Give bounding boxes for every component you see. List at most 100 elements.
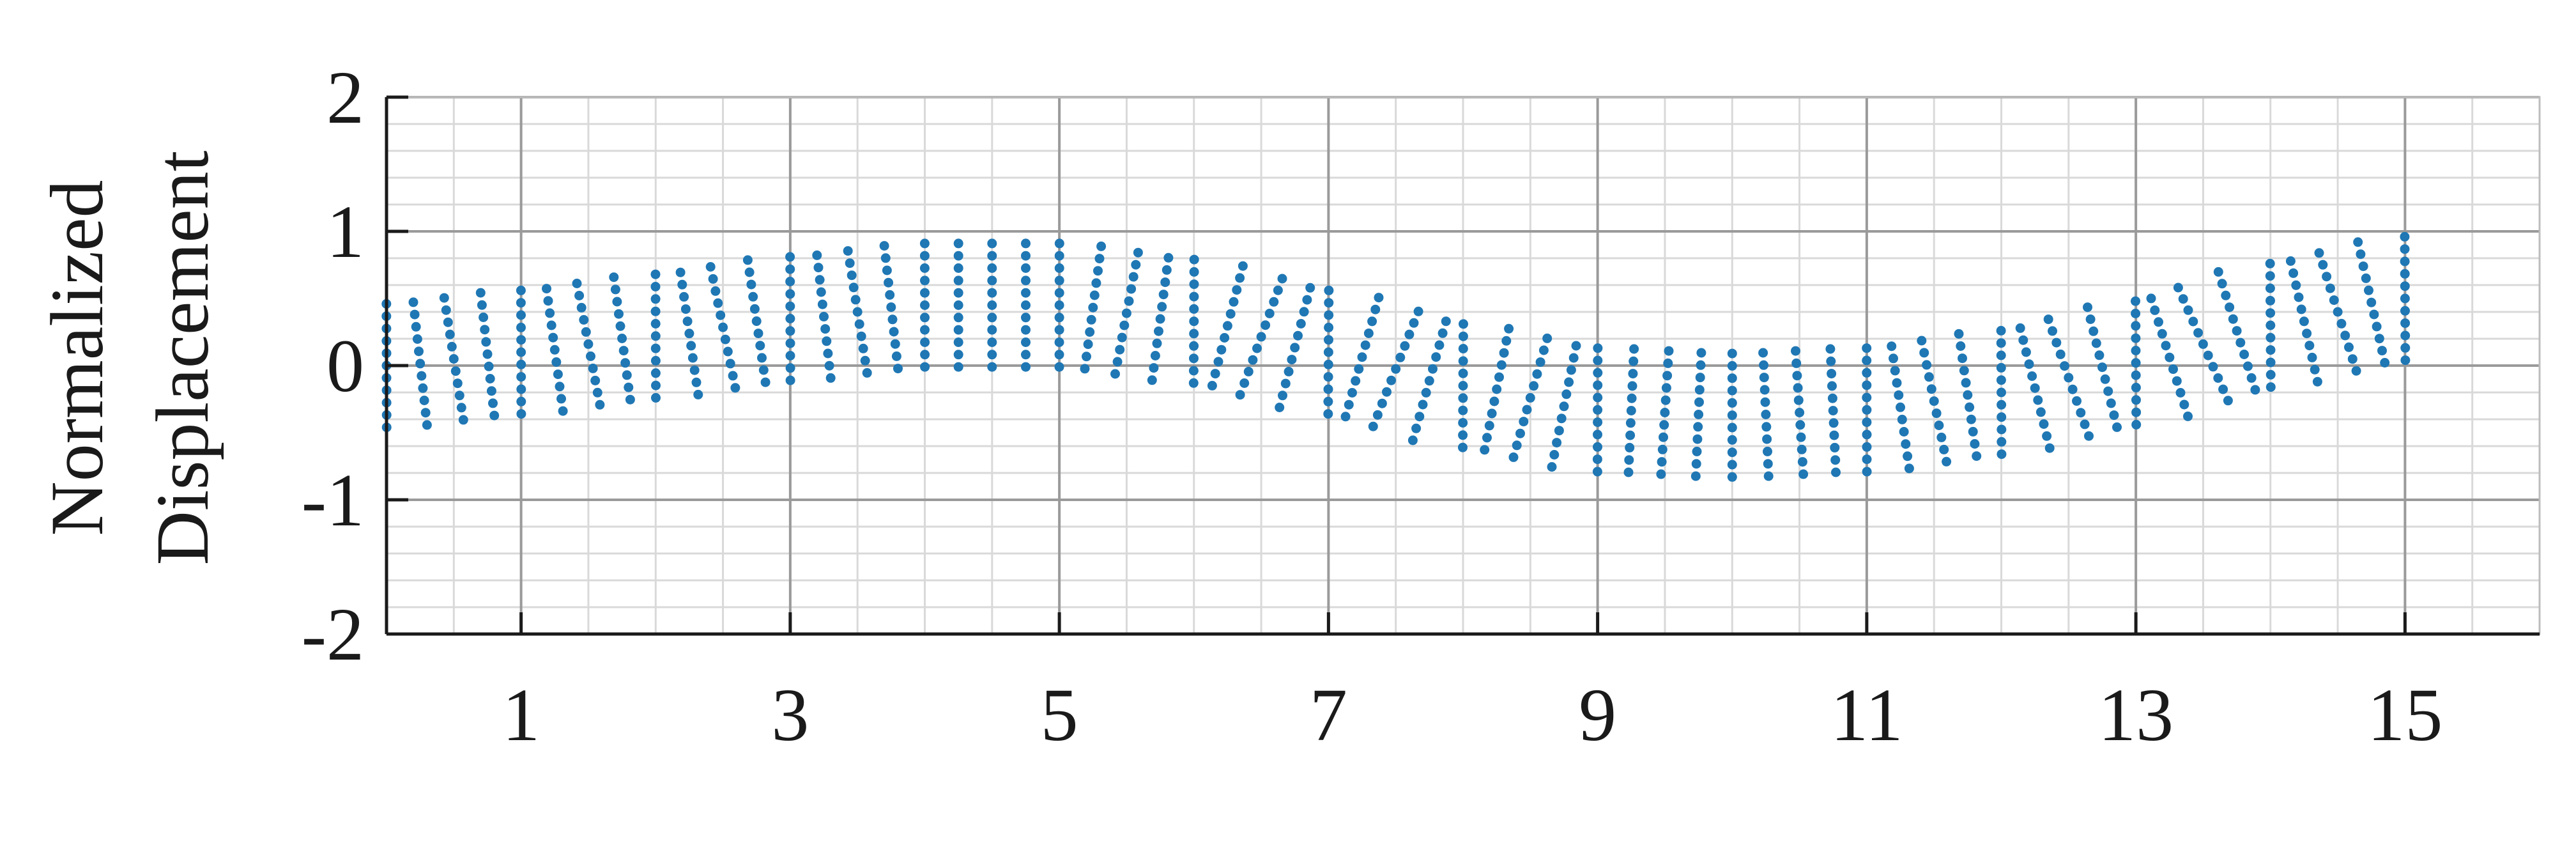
data-point: [516, 409, 526, 419]
data-point: [1252, 343, 1262, 353]
data-point: [2039, 419, 2049, 429]
data-point: [576, 302, 586, 313]
data-point: [1021, 251, 1031, 261]
data-point: [987, 263, 997, 273]
data-point: [2228, 314, 2238, 324]
data-point: [2084, 431, 2094, 441]
data-point: [2109, 410, 2119, 421]
data-point: [1189, 353, 1199, 364]
data-point: [1593, 368, 1603, 378]
data-point: [1189, 329, 1199, 339]
data-point: [1996, 338, 2006, 348]
data-point: [1377, 398, 1387, 408]
data-point: [725, 359, 735, 369]
data-point: [1966, 414, 1976, 424]
data-point: [2015, 323, 2025, 333]
data-point: [919, 251, 930, 261]
data-point: [1344, 399, 1354, 410]
data-point: [650, 343, 661, 353]
data-point: [1692, 446, 1702, 456]
data-point: [581, 327, 591, 337]
data-point: [2400, 293, 2410, 304]
data-point: [2100, 374, 2110, 384]
data-point: [1093, 266, 1103, 276]
data-point: [1827, 393, 1837, 403]
axes: [385, 95, 2540, 636]
data-point: [919, 263, 930, 273]
data-point: [2188, 316, 2198, 327]
data-point: [824, 360, 834, 371]
data-point: [1542, 333, 1552, 343]
data-point: [716, 310, 726, 320]
data-point: [2266, 295, 2275, 306]
data-point: [858, 343, 868, 353]
data-point: [1117, 332, 1127, 343]
data-point: [1323, 409, 1333, 419]
data-point: [1791, 358, 1802, 368]
data-point: [1862, 454, 1872, 465]
x-tick-label: 3: [771, 673, 809, 757]
data-point: [847, 270, 857, 281]
data-point: [720, 334, 730, 344]
data-point: [1492, 384, 1502, 394]
data-point: [730, 383, 740, 393]
data-point: [677, 279, 687, 290]
data-point: [2266, 320, 2276, 330]
data-point: [1795, 408, 1805, 417]
data-point: [920, 362, 930, 372]
data-point: [650, 319, 661, 329]
data-point: [1564, 377, 1574, 387]
data-point: [1862, 405, 1872, 415]
data-point: [2072, 396, 2082, 406]
data-point: [1592, 454, 1602, 465]
data-point: [1458, 430, 1468, 440]
data-point: [1131, 259, 1141, 270]
data-point: [746, 279, 756, 290]
data-point: [1831, 467, 1841, 477]
data-point: [987, 300, 997, 310]
data-point: [2161, 341, 2171, 351]
data-point: [2131, 382, 2141, 392]
data-point: [1931, 408, 1942, 419]
data-point: [410, 309, 420, 320]
data-point: [785, 363, 795, 373]
data-point: [1324, 322, 1334, 332]
data-point: [610, 284, 620, 295]
data-point: [1547, 462, 1557, 472]
data-point: [1566, 365, 1576, 375]
data-point: [1210, 369, 1220, 379]
data-point: [516, 335, 526, 345]
data-point: [2051, 337, 2062, 348]
data-point: [2080, 419, 2090, 430]
data-point: [1727, 460, 1737, 470]
data-point: [1887, 341, 1897, 352]
data-point: [1996, 325, 2006, 336]
data-point: [546, 320, 556, 330]
data-point: [2400, 281, 2410, 291]
data-point: [1238, 261, 1248, 271]
data-point: [1119, 320, 1130, 330]
data-point: [2250, 385, 2260, 395]
data-point: [822, 336, 832, 346]
data-point: [1080, 364, 1090, 374]
data-point: [1112, 357, 1123, 367]
data-point: [1552, 438, 1562, 448]
data-point: [651, 380, 661, 391]
data-point: [1189, 254, 1199, 265]
data-point: [2131, 296, 2140, 306]
data-point: [987, 350, 997, 360]
data-point: [516, 298, 526, 308]
data-point: [1220, 333, 1230, 343]
data-point: [862, 368, 872, 378]
data-point: [1054, 300, 1064, 310]
data-point: [542, 284, 551, 294]
data-point: [482, 349, 493, 359]
data-point: [2266, 357, 2276, 368]
data-point: [1727, 385, 1737, 396]
data-point: [1351, 376, 1361, 386]
data-point: [713, 298, 723, 308]
data-point: [987, 313, 997, 323]
data-point: [1763, 471, 1774, 481]
data-point: [755, 341, 765, 351]
